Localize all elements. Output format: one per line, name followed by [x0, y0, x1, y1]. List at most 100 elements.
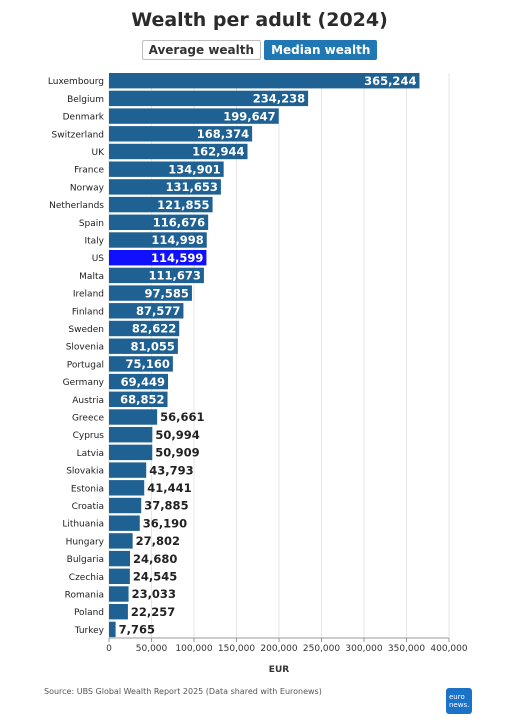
- bar-portugal: [109, 356, 173, 372]
- bar-ireland: [109, 285, 192, 301]
- bar-estonia: [109, 480, 145, 496]
- bar-uk: [109, 143, 248, 160]
- category-label: Norway: [70, 183, 105, 193]
- category-label: Finland: [72, 307, 104, 317]
- bar-greece: [109, 409, 158, 425]
- x-tick-label: 100,000: [175, 644, 212, 654]
- value-label: 199,647: [223, 109, 275, 123]
- category-label: Switzerland: [52, 130, 105, 140]
- value-label: 24,680: [133, 552, 177, 566]
- category-label: Latvia: [77, 449, 104, 459]
- bar-lithuania: [109, 515, 140, 531]
- category-label: Spain: [79, 219, 104, 229]
- bar-italy: [109, 232, 207, 248]
- average-wealth-button[interactable]: Average wealth: [141, 40, 262, 60]
- category-label: France: [74, 166, 104, 176]
- value-label: 43,793: [149, 463, 193, 477]
- value-label: 82,622: [132, 322, 176, 336]
- bar-finland: [109, 303, 184, 319]
- value-label: 114,599: [151, 251, 203, 265]
- value-label: 36,190: [143, 516, 187, 530]
- bar-hungary: [109, 533, 133, 549]
- bar-switzerland: [109, 126, 253, 142]
- value-label: 24,545: [133, 570, 177, 584]
- bar-denmark: [109, 108, 279, 124]
- x-axis-label: EUR: [269, 665, 289, 675]
- bar-latvia: [109, 444, 153, 461]
- bar-bulgaria: [109, 550, 130, 567]
- category-label: US: [92, 254, 105, 264]
- value-label: 365,244: [364, 74, 416, 88]
- value-label: 134,901: [168, 162, 220, 176]
- bar-croatia: [109, 497, 142, 514]
- value-label: 121,855: [157, 198, 209, 212]
- category-label: Portugal: [67, 360, 104, 370]
- category-label: Lithuania: [62, 520, 104, 530]
- value-label: 69,449: [121, 375, 165, 389]
- value-label: 56,661: [160, 410, 204, 424]
- bar-germany: [109, 373, 169, 390]
- bar-poland: [109, 604, 128, 620]
- category-label: Poland: [74, 608, 104, 618]
- category-label: Malta: [79, 272, 104, 282]
- value-label: 81,055: [131, 339, 175, 353]
- category-label: Austria: [72, 396, 104, 406]
- x-tick-label: 0: [106, 644, 112, 654]
- category-label: Slovenia: [66, 343, 104, 353]
- bar-czechia: [109, 568, 130, 584]
- category-label: Germany: [63, 378, 105, 388]
- bar-norway: [109, 179, 221, 195]
- value-label: 162,944: [192, 145, 244, 159]
- category-label: Bulgaria: [67, 555, 104, 565]
- category-label: Estonia: [71, 484, 104, 494]
- bar-slovakia: [109, 462, 147, 478]
- wealth-toggle: Average wealth Median wealth: [0, 40, 519, 60]
- category-label: Italy: [84, 237, 104, 247]
- bar-belgium: [109, 90, 309, 107]
- bar-netherlands: [109, 196, 213, 213]
- value-label: 50,994: [155, 428, 199, 442]
- value-label: 111,673: [149, 269, 201, 283]
- median-wealth-button[interactable]: Median wealth: [264, 40, 378, 60]
- value-label: 50,909: [155, 446, 199, 460]
- value-label: 168,374: [197, 127, 249, 141]
- bar-sweden: [109, 320, 180, 337]
- value-label: 234,238: [253, 92, 305, 106]
- value-label: 114,998: [151, 233, 203, 247]
- bar-spain: [109, 214, 209, 230]
- bar-malta: [109, 267, 204, 284]
- value-label: 41,441: [147, 481, 191, 495]
- chart-title: Wealth per adult (2024): [131, 9, 388, 31]
- euronews-logo: euro news.: [446, 688, 472, 714]
- value-label: 75,160: [125, 357, 169, 371]
- x-tick-label: 350,000: [388, 644, 425, 654]
- category-label: Ireland: [73, 290, 104, 300]
- category-label: Slovakia: [66, 467, 104, 477]
- category-label: Croatia: [72, 502, 104, 512]
- bar-romania: [109, 586, 129, 602]
- category-label: UK: [92, 148, 106, 158]
- bar-cyprus: [109, 427, 153, 443]
- bar-slovenia: [109, 338, 178, 354]
- category-label: Romania: [65, 591, 104, 601]
- logo-line-1: euro: [449, 693, 465, 701]
- category-label: Hungary: [66, 537, 105, 547]
- bar-austria: [109, 391, 168, 407]
- x-tick-label: 400,000: [430, 644, 467, 654]
- value-label: 116,676: [153, 216, 205, 230]
- category-label: Netherlands: [49, 201, 104, 211]
- source-note: Source: UBS Global Wealth Report 2025 (D…: [44, 687, 322, 696]
- category-label: Denmark: [63, 113, 105, 123]
- x-tick-label: 300,000: [345, 644, 382, 654]
- category-label: Sweden: [68, 325, 104, 335]
- value-label: 23,033: [132, 587, 176, 601]
- value-label: 87,577: [136, 304, 180, 318]
- bar-luxembourg: [109, 73, 420, 89]
- logo-line-2: news.: [449, 701, 470, 709]
- category-label: Czechia: [69, 573, 104, 583]
- value-label: 22,257: [131, 605, 175, 619]
- x-tick-label: 250,000: [303, 644, 340, 654]
- x-tick-label: 150,000: [218, 644, 255, 654]
- category-label: Belgium: [67, 95, 104, 105]
